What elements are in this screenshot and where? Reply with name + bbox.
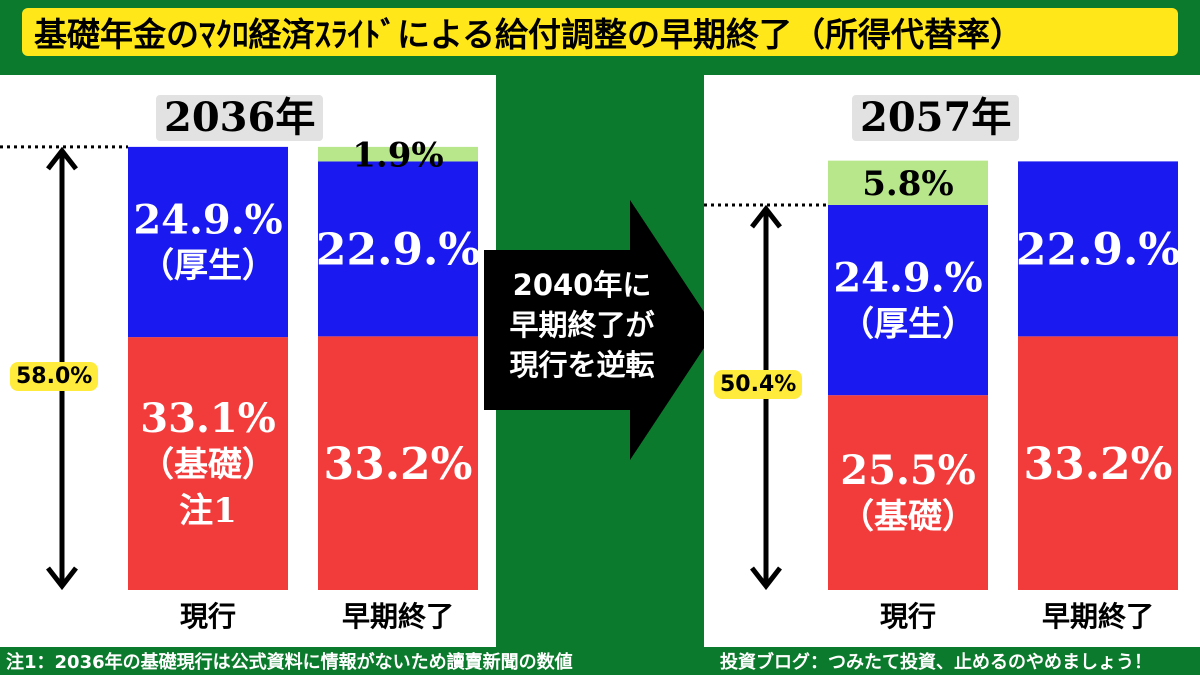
c2036-bar-1-kousei	[318, 161, 478, 337]
c2036-bar-0-kousei-label-0: 24.9.%	[133, 196, 282, 243]
c2036-bar-0-kousei	[128, 146, 288, 338]
category-label-current-2057: 現行	[879, 600, 936, 633]
chart-2036: 33.1%（基礎） 注1 24.9.%（厚生） 33.2% 22.9.% 1.9%	[0, 135, 480, 591]
c2057-arrow-head-down-icon	[750, 566, 782, 591]
arrow-caption: 2040年に 早期終了が 現行を逆転	[492, 265, 672, 385]
footnote: 注1：2036年の基礎現行は公式資料に情報がないため讀賣新聞の数値	[6, 652, 573, 673]
chart-title: 基礎年金のﾏｸﾛ経済ｽﾗｲﾄﾞによる給付調整の早期終了（所得代替率）	[22, 8, 1178, 56]
c2036-bar-1-extra-label-0: 1.9%	[352, 135, 443, 175]
chart-2057: 25.5%（基礎） 24.9.%（厚生） 5.8% 33.2% 22.9.%	[704, 160, 1180, 591]
year-label-2057: 2057年	[852, 95, 1020, 141]
category-label-current-2036: 現行	[179, 600, 236, 633]
c2036-bar-1-kousei-label-0: 22.9.%	[316, 225, 480, 276]
c2057-bar-0-kiso	[828, 395, 988, 590]
c2036-bar-1-kiso	[318, 336, 478, 590]
c2057-bar-1-kousei-label-0: 22.9.%	[1016, 225, 1180, 276]
c2036-bar-0-kousei-label-1: （厚生）	[140, 246, 276, 286]
c2036-bar-0-kiso	[128, 337, 288, 590]
category-label-early-2036: 早期終了	[341, 600, 454, 633]
c2057-bar-0-kousei	[828, 204, 988, 396]
c2057-bar-1-kousei	[1018, 161, 1178, 337]
c2036-bar-0-kiso-label-1: （基礎）	[140, 445, 276, 485]
c2057-bar-0-kiso-label-0: 25.5%	[840, 447, 975, 494]
c2057-bar-0-extra	[828, 160, 988, 205]
c2057-bar-1-kiso-label-0: 33.2%	[1024, 439, 1173, 490]
c2036-bar-0-kiso-label-0: 33.1%	[140, 395, 275, 442]
panel-2036: 2036年 33.1% （基礎） 注1 24.9.% （厚生） 33.2% 22.9.% 1.…	[0, 75, 496, 647]
c2036-arrow-head-up-icon	[46, 146, 78, 171]
blog-credit: 投資ブログ：つみたて投資、止めるのやめましょう！	[720, 652, 1152, 673]
panel-2057: 2057年 25.5% （基礎） 24.9.% （厚生） 5.8% 33.2% 22.9.%…	[704, 75, 1200, 647]
c2036-arrow-head-down-icon	[46, 566, 78, 591]
c2057-bar-0-extra-label-0: 5.8%	[862, 164, 953, 204]
c2057-bar-0-kousei-label-0: 24.9.%	[833, 254, 982, 301]
total-badge-2036: 58.0%	[10, 362, 99, 391]
arrow-caption-line-1: 2040年に	[512, 268, 652, 302]
category-label-early-2057: 早期終了	[1041, 600, 1154, 633]
right-arrow-icon	[484, 200, 716, 460]
c2036-bar-0-kiso-label-2: 注1	[179, 491, 237, 531]
c2057-bar-0-kiso-label-1: （基礎）	[840, 497, 976, 537]
arrow-caption-line-2: 早期終了が	[509, 308, 655, 342]
c2057-arrow-head-up-icon	[750, 204, 782, 229]
c2057-bar-1-kiso	[1018, 336, 1178, 590]
arrow-caption-line-3: 現行を逆転	[509, 348, 655, 382]
total-badge-2057: 50.4%	[714, 370, 803, 399]
c2036-bar-1-extra	[318, 146, 478, 162]
c2057-bar-0-kousei-label-1: （厚生）	[840, 304, 976, 344]
c2036-bar-1-kiso-label-0: 33.2%	[324, 439, 473, 490]
year-label-2036: 2036年	[156, 95, 324, 141]
